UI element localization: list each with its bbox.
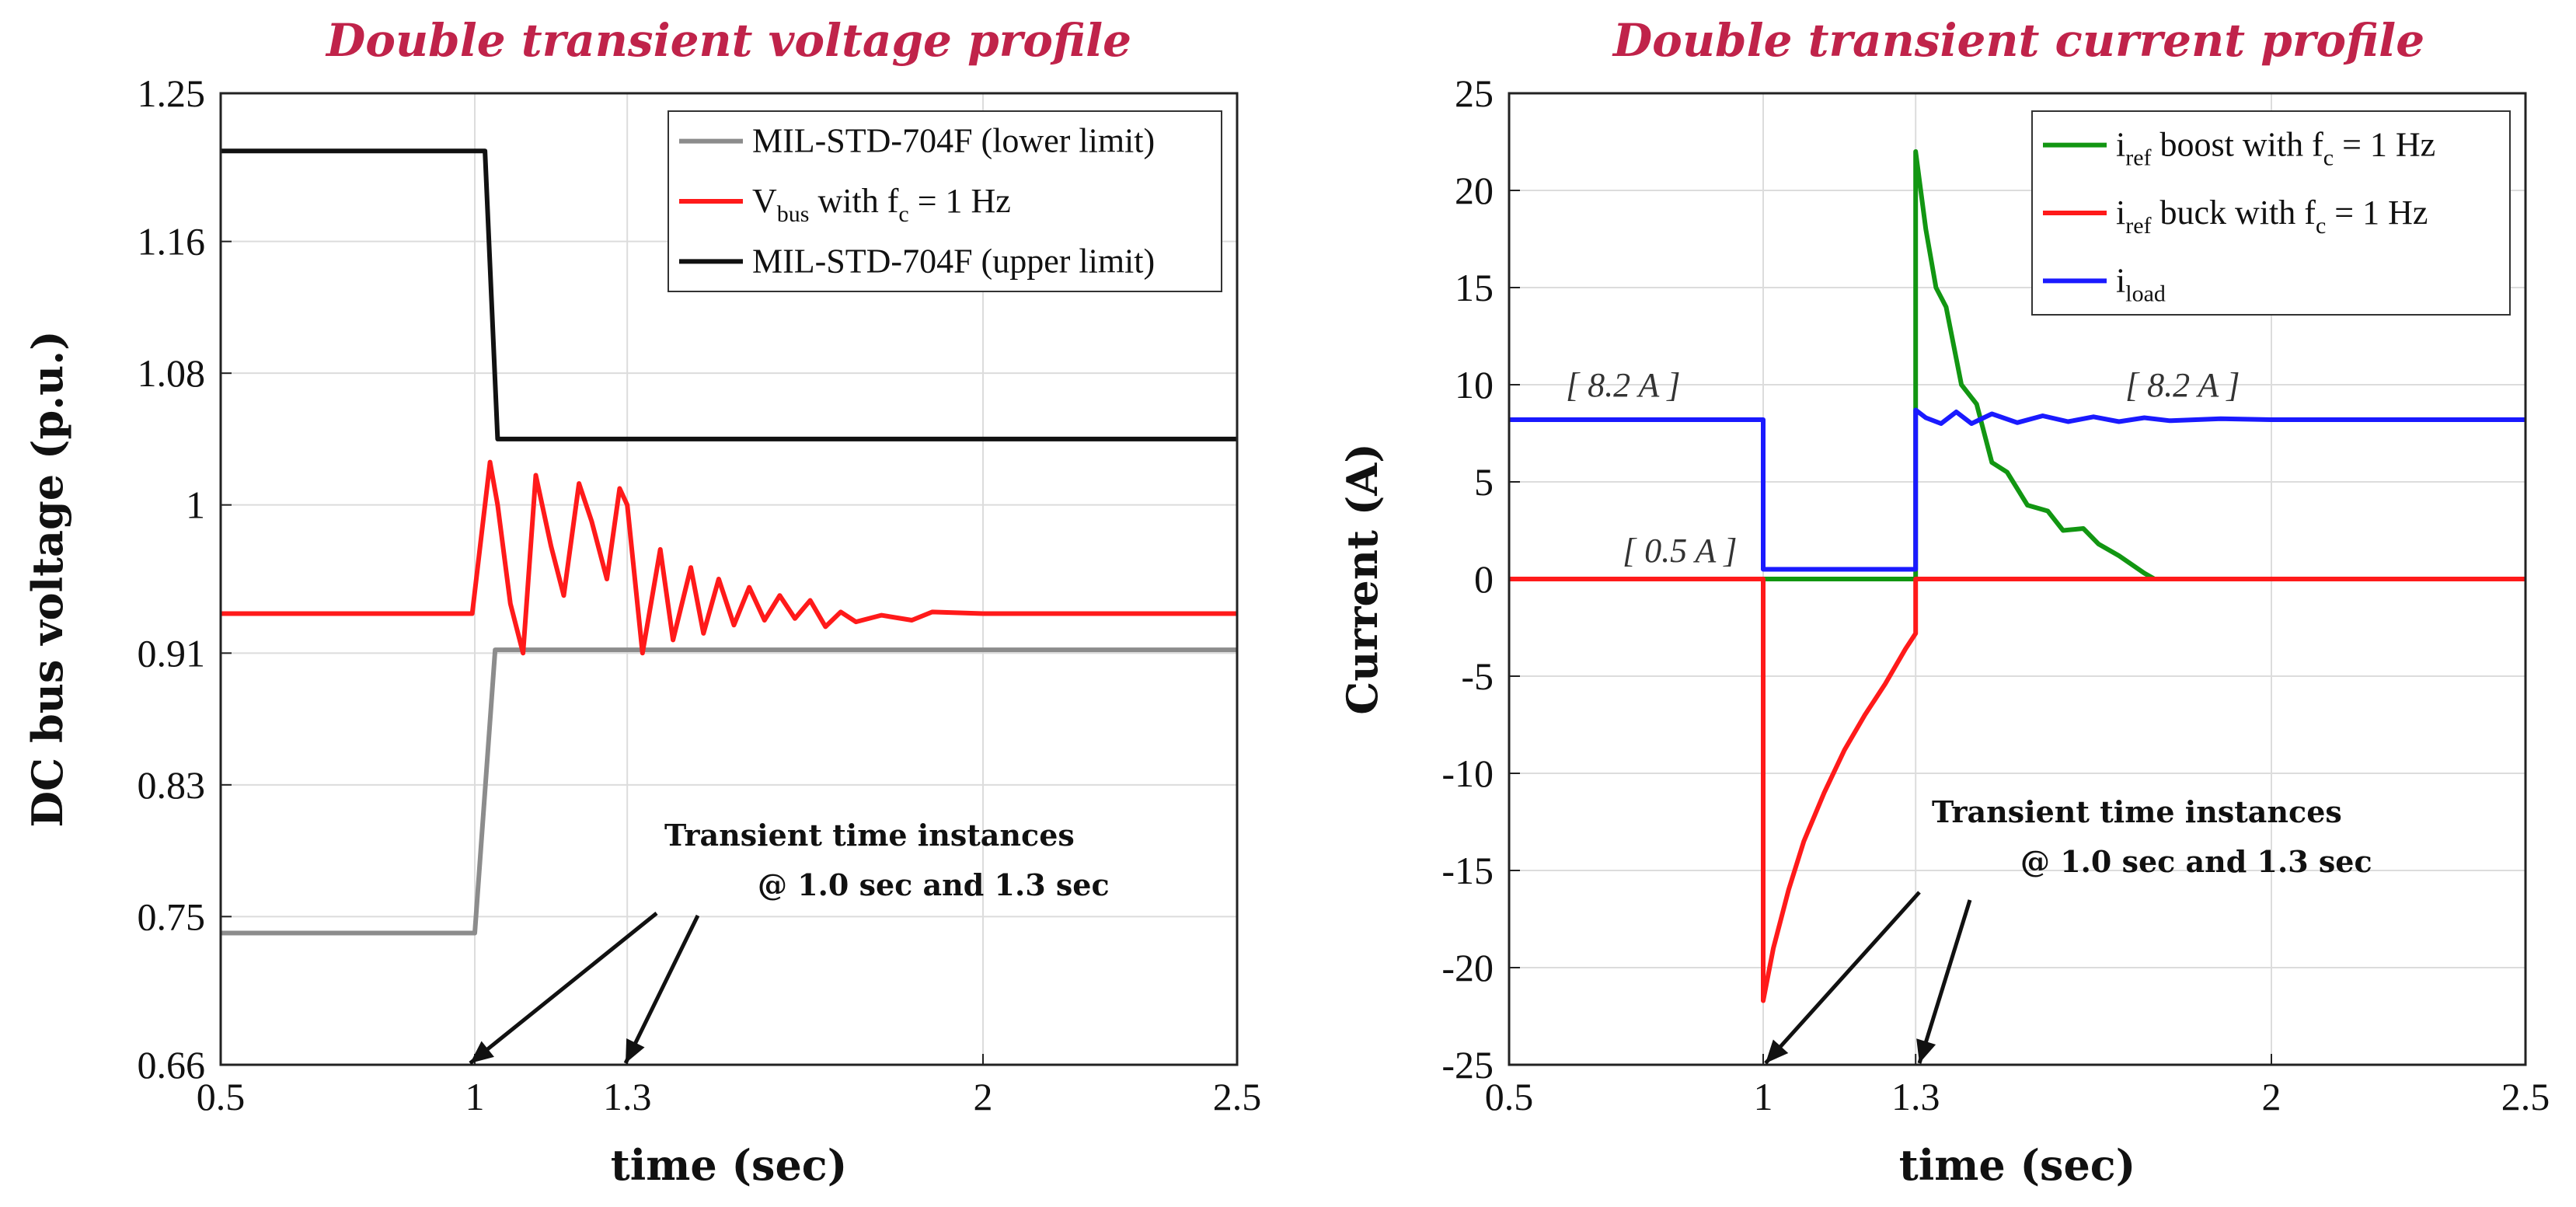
y-tick-label: 5 xyxy=(1474,460,1494,504)
legend-main: i xyxy=(2116,126,2125,164)
x-tick-label: 2 xyxy=(2262,1075,2281,1118)
series-line-0 xyxy=(1763,149,2156,581)
legend-sub2: c xyxy=(2323,145,2334,171)
legend-entry: iref boost with fc = 1 Hz xyxy=(2116,126,2435,171)
series-line-1 xyxy=(1509,577,2525,1003)
panel-voltage: Double transient voltage profile 0.5 1 1.3 2… xyxy=(23,14,1261,1190)
annotation-arrowhead xyxy=(470,1041,494,1063)
legend-main: i xyxy=(2116,194,2125,232)
annotation-arrow xyxy=(1764,891,1921,1065)
y-axis-label: Current (A) xyxy=(1337,443,1387,715)
value-bracket-label: [ 8.2 A ] xyxy=(1566,366,1681,404)
x-tick-label: 0.5 xyxy=(1485,1075,1534,1118)
y-tick-label: 0.66 xyxy=(138,1043,206,1087)
legend-rest: with f xyxy=(809,182,898,220)
value-bracket-label: [ 8.2 A ] xyxy=(2125,366,2240,404)
x-tick-label: 1.3 xyxy=(603,1075,652,1118)
annotation-arrow xyxy=(623,914,700,1065)
annotation-line-1: Transient time instances xyxy=(1932,794,2342,829)
annotation-line-1: Transient time instances xyxy=(664,818,1075,853)
legend: MIL-STD-704F (lower limit) Vbus with fc =… xyxy=(668,110,1222,292)
y-tick-label: -20 xyxy=(1441,946,1494,989)
y-tick-label: -10 xyxy=(1441,752,1494,795)
y-tick-label: 10 xyxy=(1455,363,1494,406)
legend-entry: MIL-STD-704F (lower limit) xyxy=(752,122,1155,160)
legend-rest2: = 1 Hz xyxy=(2326,194,2428,232)
y-tick-label: 1.16 xyxy=(138,220,206,263)
x-tick-label: 1 xyxy=(1754,1075,1773,1118)
y-tick-label: -5 xyxy=(1461,654,1494,698)
legend-sub: load xyxy=(2125,281,2166,306)
annotation-line-2: @ 1.0 sec and 1.3 sec xyxy=(758,867,1110,902)
y-tick-label: 25 xyxy=(1455,72,1494,115)
legend-rest2: = 1 Hz xyxy=(909,182,1011,220)
x-tick-label: 2.5 xyxy=(1213,1075,1262,1118)
annotation-arrowhead xyxy=(1916,1038,1936,1063)
x-tick-label: 0.5 xyxy=(197,1075,246,1118)
y-tick-label: 0 xyxy=(1474,557,1494,601)
y-tick-label: 15 xyxy=(1455,266,1494,309)
legend-main: MIL-STD-704F (upper limit) xyxy=(752,242,1155,280)
annotation-arrowhead xyxy=(626,1038,645,1063)
legend-main: MIL-STD-704F (lower limit) xyxy=(752,122,1155,160)
legend-sub: ref xyxy=(2125,213,2151,239)
y-tick-label: 0.75 xyxy=(138,895,206,938)
annotation-arrow xyxy=(469,912,658,1065)
annotation-arrowhead xyxy=(1766,1039,1789,1063)
value-bracket-label: [ 0.5 A ] xyxy=(1623,532,1738,570)
series-group xyxy=(1509,149,2525,1003)
y-tick-label: -15 xyxy=(1441,849,1494,892)
x-tick-label: 2.5 xyxy=(2501,1075,2550,1118)
x-tick-label: 1 xyxy=(465,1075,485,1118)
legend-box xyxy=(668,110,1222,292)
legend-sub: ref xyxy=(2125,145,2151,171)
y-tick-label: 20 xyxy=(1455,169,1494,212)
legend-entry: iref buck with fc = 1 Hz xyxy=(2116,194,2428,239)
series-line-1 xyxy=(221,459,1237,656)
legend-rest2: = 1 Hz xyxy=(2334,126,2435,164)
series-group xyxy=(221,148,1237,936)
legend-rest: buck with f xyxy=(2152,194,2316,232)
panel-current: Double transient current profile 0.5 1 1.3 2… xyxy=(1337,14,2550,1190)
x-tick-label: 1.3 xyxy=(1891,1075,1940,1118)
annotation-arrow xyxy=(1917,899,1972,1064)
legend-sub2: c xyxy=(898,201,908,227)
legend-entry: iload xyxy=(2116,261,2166,306)
legend-main: i xyxy=(2116,261,2125,299)
y-tick-label: 0.91 xyxy=(138,631,206,675)
chart-title: Double transient current profile xyxy=(1612,14,2424,67)
legend-entry: Vbus with fc = 1 Hz xyxy=(752,182,1011,227)
chart-title: Double transient voltage profile xyxy=(325,14,1131,67)
y-tick-label: 1 xyxy=(186,483,205,527)
x-axis-label: time (sec) xyxy=(611,1140,848,1190)
y-tick-label: -25 xyxy=(1441,1043,1494,1087)
series-line-2 xyxy=(1509,407,2525,572)
y-tick-label: 0.83 xyxy=(138,763,206,807)
plot-frame xyxy=(219,92,1239,1066)
y-tick-label: 1.08 xyxy=(138,351,206,395)
legend-entry: MIL-STD-704F (upper limit) xyxy=(752,242,1155,280)
y-axis-label: DC bus voltage (p.u.) xyxy=(23,330,72,827)
legend-sub2: c xyxy=(2316,213,2326,239)
series-line-0 xyxy=(221,647,1237,936)
legend-sub: bus xyxy=(777,201,810,227)
legend-box xyxy=(2031,110,2511,316)
series-line-2 xyxy=(221,148,1237,441)
legend-main: V xyxy=(752,182,777,220)
y-tick-label: 1.25 xyxy=(138,72,206,115)
annotation-line-2: @ 1.0 sec and 1.3 sec xyxy=(2020,844,2372,879)
legend-rest: boost with f xyxy=(2152,126,2324,164)
plot-frame xyxy=(1508,92,2527,1066)
x-tick-label: 2 xyxy=(974,1075,993,1118)
x-axis-label: time (sec) xyxy=(1899,1140,2136,1190)
